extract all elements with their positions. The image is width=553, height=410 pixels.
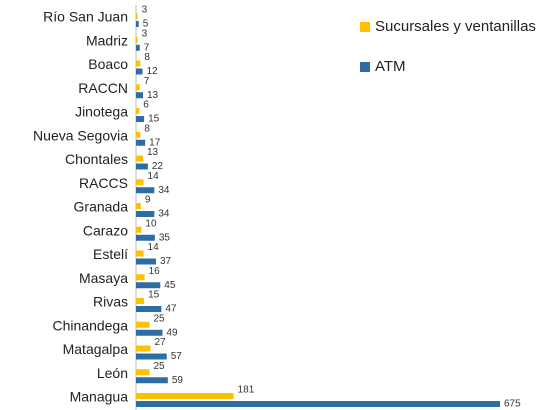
value-label: 12 (146, 66, 158, 77)
value-label: 59 (172, 375, 184, 386)
bar (136, 44, 140, 51)
value-label: 13 (147, 147, 159, 158)
bar (136, 139, 146, 146)
bar (136, 108, 140, 114)
value-label: 6 (143, 100, 149, 111)
bar (136, 60, 141, 67)
value-label: 35 (159, 232, 171, 243)
category-label: Jinotega (75, 104, 128, 120)
category-label: Matagalpa (63, 341, 129, 357)
value-label: 675 (504, 399, 521, 410)
value-label: 16 (149, 266, 161, 277)
bar (136, 13, 138, 19)
bar (136, 131, 141, 138)
value-label: 8 (144, 123, 150, 134)
bar (136, 321, 150, 328)
bar (136, 377, 168, 384)
value-label: 9 (145, 195, 151, 206)
bar (136, 36, 138, 43)
category-label: Rivas (93, 294, 128, 310)
bar (136, 345, 151, 352)
bar (136, 353, 167, 360)
bar (136, 298, 145, 304)
bar (136, 393, 234, 399)
value-label: 47 (165, 304, 177, 315)
value-label: 15 (148, 290, 160, 301)
category-label: Boaco (88, 56, 128, 72)
value-label: 37 (160, 256, 172, 267)
value-label: 15 (148, 114, 160, 125)
category-label: Estelí (93, 246, 128, 262)
value-label: 49 (166, 327, 178, 338)
legend-swatch (360, 62, 370, 72)
bar (136, 211, 155, 217)
bar (136, 369, 150, 376)
category-label: Chinandega (52, 317, 128, 333)
value-label: 25 (153, 361, 165, 372)
value-label: 34 (158, 185, 170, 196)
bar (136, 234, 155, 241)
value-label: 45 (164, 280, 176, 291)
bar (136, 179, 144, 186)
bar (136, 84, 140, 91)
category-label: Río San Juan (43, 9, 128, 25)
value-label: 13 (147, 90, 159, 101)
value-label: 7 (144, 76, 150, 87)
legend-swatch (360, 22, 370, 32)
bar (136, 250, 144, 257)
value-label: 3 (142, 5, 148, 16)
bar (136, 274, 145, 281)
value-label: 57 (171, 351, 183, 362)
bar (136, 21, 139, 27)
bar (136, 163, 148, 170)
bar (136, 401, 500, 407)
bar (136, 68, 143, 75)
category-label: Chontales (65, 151, 128, 167)
bar (136, 306, 162, 312)
bar (136, 282, 161, 289)
value-label: 10 (145, 218, 157, 229)
value-label: 7 (144, 42, 150, 53)
value-label: 34 (158, 209, 170, 220)
value-label: 22 (152, 161, 164, 172)
category-label: RACCN (78, 80, 128, 96)
bar (136, 92, 144, 99)
category-label: RACCS (79, 175, 128, 191)
bar (136, 155, 144, 162)
value-label: 14 (148, 242, 160, 253)
bar (136, 226, 142, 233)
value-label: 181 (238, 385, 255, 396)
category-label: Masaya (79, 270, 128, 286)
value-label: 27 (155, 337, 167, 348)
category-label: Carazo (83, 222, 128, 238)
value-label: 17 (149, 137, 161, 148)
category-label: Nueva Segovia (33, 127, 128, 143)
category-label: Granada (74, 199, 129, 215)
legend-label: Sucursales y ventanillas (375, 18, 536, 35)
value-label: 8 (144, 52, 150, 63)
bar (136, 258, 156, 265)
bar (136, 116, 145, 122)
category-label: León (97, 365, 128, 381)
legend-label: ATM (375, 58, 406, 75)
category-label: Managua (70, 389, 129, 405)
bar (136, 187, 155, 194)
value-label: 25 (153, 313, 165, 324)
value-label: 5 (143, 19, 149, 30)
value-label: 14 (148, 171, 160, 182)
category-label: Madriz (86, 32, 128, 48)
value-label: 3 (142, 28, 148, 39)
bar (136, 329, 163, 336)
bar (136, 203, 141, 209)
